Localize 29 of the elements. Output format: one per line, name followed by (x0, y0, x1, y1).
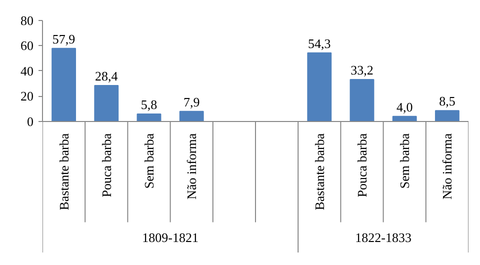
bar (434, 110, 460, 122)
y-tick-label: 40 (20, 63, 34, 78)
data-label: 28,4 (95, 68, 118, 84)
text: 1809-1821 (142, 230, 198, 245)
data-label: 5,8 (140, 97, 158, 112)
bar (350, 79, 374, 122)
y-tick-label: 60 (20, 38, 34, 54)
data-label: 33,2 (350, 62, 374, 78)
x-tick-label: Sem barba (142, 133, 156, 189)
bar (179, 110, 204, 122)
bar (94, 85, 119, 122)
x-tick-label: Bastante barba (312, 133, 327, 210)
data-label: 7,9 (183, 94, 200, 110)
data-label: 8,5 (439, 94, 456, 109)
text: 1822-1833 (355, 230, 412, 245)
data-label: 54,3 (308, 36, 331, 51)
data-label: 57,9 (52, 31, 76, 46)
x-tick-label: Sem barba (397, 133, 412, 189)
data-label: 4,0 (396, 99, 413, 114)
x-tick-label: Não informa (184, 133, 200, 200)
x-tick-label: Não informa (440, 133, 455, 200)
x-tick-label: Bastante barba (56, 133, 72, 210)
bar (307, 52, 332, 122)
y-tick-label: 80 (20, 13, 34, 28)
x-tick-label: Pouca barba (354, 133, 370, 198)
bar (52, 48, 76, 122)
y-tick-label: 20 (20, 88, 34, 104)
y-tick-label: 0 (27, 114, 34, 129)
x-tick-label: Pouca barba (98, 133, 114, 198)
